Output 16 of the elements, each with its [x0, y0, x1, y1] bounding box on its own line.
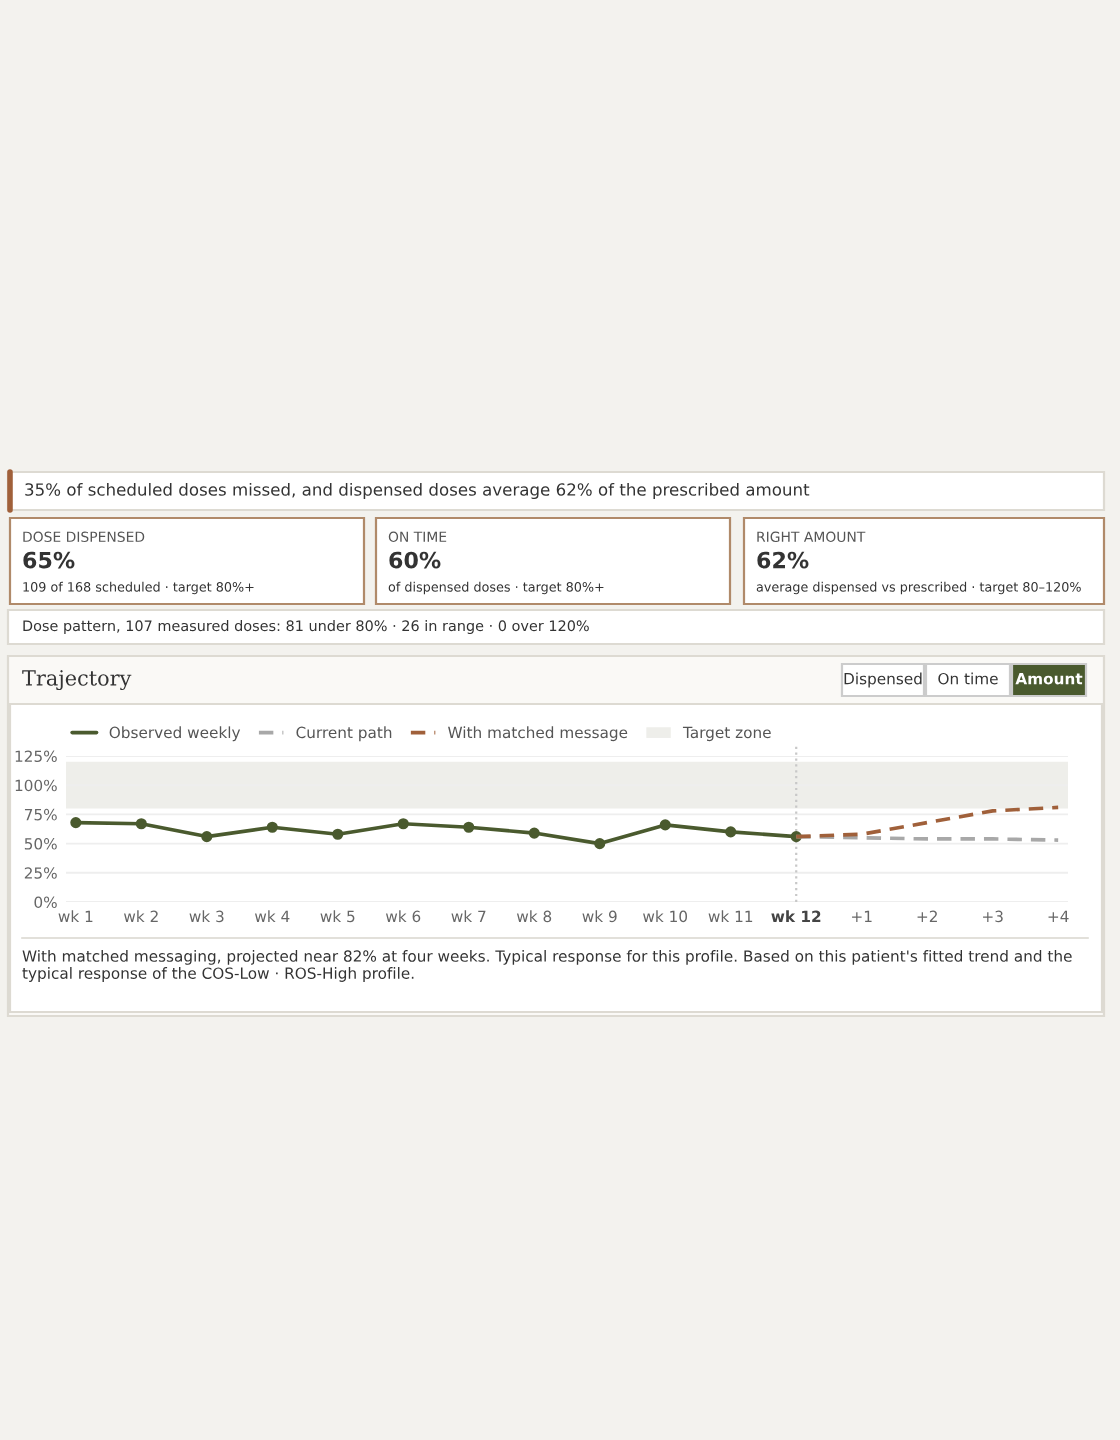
point	[70, 817, 82, 829]
text: 35% of scheduled doses missed, and dispensed doses average 62% of the prescribed amount	[25, 482, 810, 500]
point	[659, 819, 671, 831]
point	[201, 831, 213, 843]
point	[725, 826, 737, 838]
chart-title: Trajectory	[22, 670, 132, 691]
text: 60%	[389, 551, 441, 569]
point	[463, 821, 475, 833]
point	[528, 827, 540, 839]
point	[332, 828, 344, 840]
point	[135, 818, 147, 830]
point	[397, 818, 409, 830]
point	[266, 821, 278, 833]
text: 62%	[757, 551, 809, 569]
text: 65%	[23, 551, 75, 569]
point	[594, 838, 606, 850]
